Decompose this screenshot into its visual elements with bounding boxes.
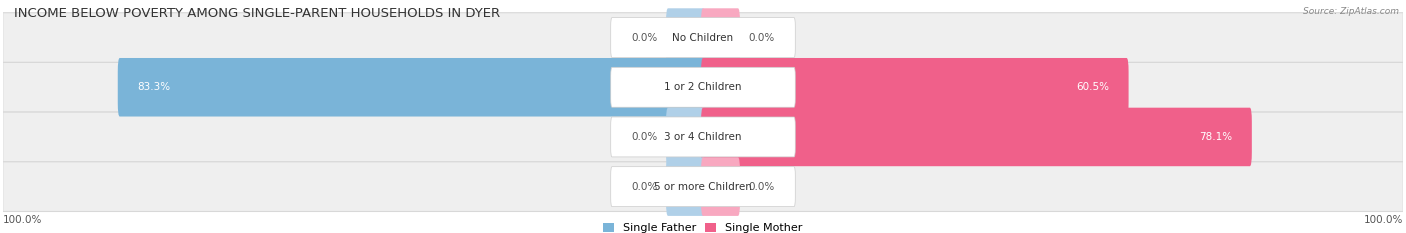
FancyBboxPatch shape [666,8,704,67]
Text: 100.0%: 100.0% [1364,216,1403,226]
Text: 0.0%: 0.0% [631,182,658,192]
Text: Source: ZipAtlas.com: Source: ZipAtlas.com [1303,7,1399,16]
Text: 0.0%: 0.0% [748,182,775,192]
FancyBboxPatch shape [702,157,740,216]
Text: 83.3%: 83.3% [138,82,170,92]
Text: 0.0%: 0.0% [631,33,658,43]
FancyBboxPatch shape [666,108,704,166]
Text: 0.0%: 0.0% [631,132,658,142]
Text: 1 or 2 Children: 1 or 2 Children [664,82,742,92]
FancyBboxPatch shape [702,58,1129,116]
FancyBboxPatch shape [3,13,1403,62]
FancyBboxPatch shape [610,67,796,107]
FancyBboxPatch shape [3,162,1403,212]
FancyBboxPatch shape [666,157,704,216]
FancyBboxPatch shape [610,167,796,207]
Text: 60.5%: 60.5% [1076,82,1109,92]
FancyBboxPatch shape [702,108,1251,166]
Text: INCOME BELOW POVERTY AMONG SINGLE-PARENT HOUSEHOLDS IN DYER: INCOME BELOW POVERTY AMONG SINGLE-PARENT… [14,7,501,20]
FancyBboxPatch shape [610,18,796,58]
Text: 78.1%: 78.1% [1199,132,1233,142]
FancyBboxPatch shape [610,117,796,157]
FancyBboxPatch shape [702,8,740,67]
Text: 5 or more Children: 5 or more Children [654,182,752,192]
Text: 0.0%: 0.0% [748,33,775,43]
FancyBboxPatch shape [118,58,704,116]
Text: No Children: No Children [672,33,734,43]
Legend: Single Father, Single Mother: Single Father, Single Mother [603,223,803,233]
Text: 100.0%: 100.0% [3,216,42,226]
Text: 3 or 4 Children: 3 or 4 Children [664,132,742,142]
FancyBboxPatch shape [3,62,1403,112]
FancyBboxPatch shape [3,112,1403,162]
